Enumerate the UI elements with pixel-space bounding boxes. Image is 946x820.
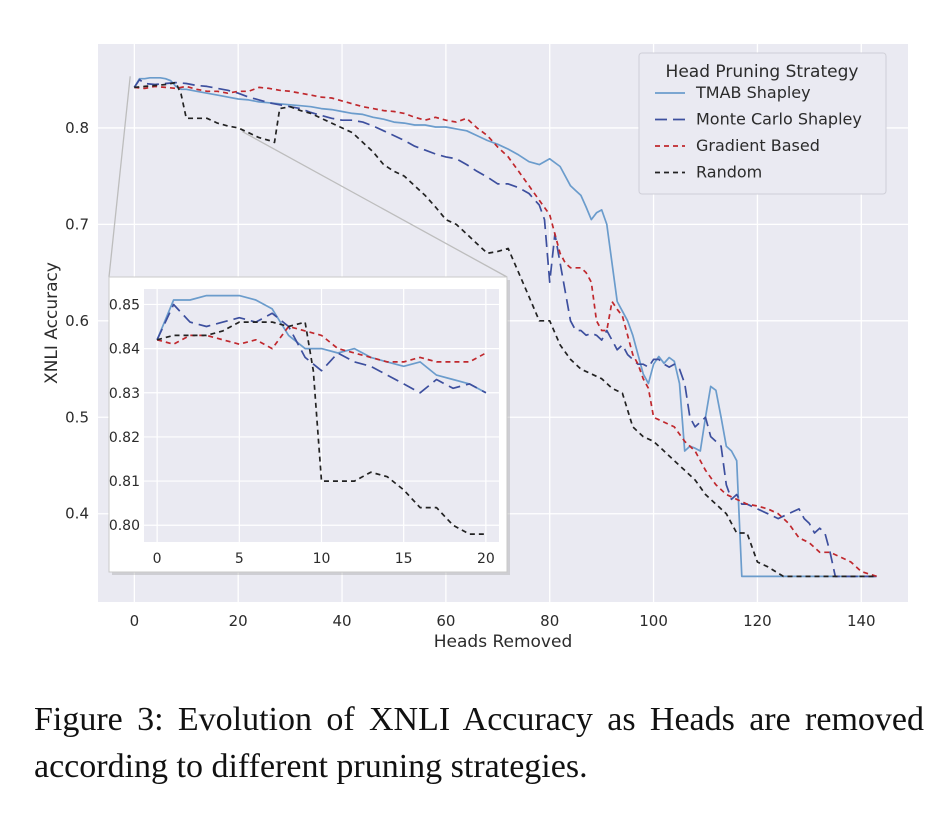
legend-box	[638, 52, 887, 195]
x-tick-label: 140	[847, 612, 876, 630]
legend-title: Head Pruning Strategy	[666, 62, 859, 82]
zoom-connector-lines	[108, 76, 508, 278]
figure-caption: Figure 3: Evolution of XNLI Accuracy as …	[34, 701, 924, 785]
inset-tick-labels: 0 5 10 15 20 0.80 0.81 0.82 0.83 0.84 0.85	[109, 297, 495, 567]
legend-entries: TMAB Shapley Monte Carlo Shapley Gradient …	[655, 83, 862, 182]
main-series-lines	[133, 76, 878, 578]
series-line-random	[134, 81, 877, 578]
inset-series-line-random	[156, 321, 486, 535]
y-tick-label: 0.8	[65, 119, 89, 137]
inset-y-tick-label: 0.84	[109, 342, 140, 358]
series-line-tmab-shapley	[133, 76, 877, 578]
inset-x-tick-label: 0	[153, 551, 162, 567]
zoom-connector-left	[108, 76, 131, 278]
inset-series-line-monte-carlo-shapley	[156, 303, 487, 394]
inset-y-tick-label: 0.81	[109, 474, 140, 490]
inset-x-tick-label: 15	[395, 551, 413, 567]
inset-x-tick-label: 10	[313, 551, 331, 567]
inset-y-tick-label: 0.83	[109, 386, 140, 402]
inset-y-tick-label: 0.80	[109, 518, 140, 534]
x-tick-label: 40	[332, 612, 351, 630]
inset-series-line-tmab-shapley	[156, 294, 487, 394]
zoom-connector-right	[242, 131, 508, 278]
legend-entry-label: Monte Carlo Shapley	[696, 110, 862, 129]
x-axis-label: Heads Removed	[434, 632, 573, 652]
inset-series-lines	[156, 294, 487, 535]
inset-series-line-gradient-based	[156, 325, 487, 363]
x-tick-label: 80	[540, 612, 559, 630]
y-tick-label: 0.5	[65, 408, 89, 426]
legend-entry-label: Gradient Based	[696, 136, 820, 155]
series-line-monte-carlo-shapley	[133, 78, 877, 578]
y-axis-label: XNLI Accuracy	[42, 262, 62, 384]
inset-x-tick-label: 5	[235, 551, 244, 567]
x-tick-label: 0	[130, 612, 140, 630]
y-tick-label: 0.6	[65, 312, 89, 330]
legend-entry-label: TMAB Shapley	[695, 83, 811, 102]
inset-x-tick-label: 20	[477, 551, 495, 567]
y-tick-label: 0.7	[65, 215, 89, 233]
x-tick-label: 20	[229, 612, 248, 630]
legend: Head Pruning Strategy TMAB Shapley Monte …	[638, 52, 887, 195]
inset-y-tick-label: 0.82	[109, 430, 140, 446]
x-tick-label: 120	[743, 612, 772, 630]
legend-entry-label: Random	[696, 163, 762, 182]
inset-chart: 0 5 10 15 20 0.80 0.81 0.82 0.83 0.84 0.85	[108, 276, 510, 575]
y-tick-label: 0.4	[65, 505, 89, 523]
inset-y-tick-label: 0.85	[109, 297, 140, 313]
x-tick-label: 60	[436, 612, 455, 630]
x-tick-label: 100	[639, 612, 668, 630]
